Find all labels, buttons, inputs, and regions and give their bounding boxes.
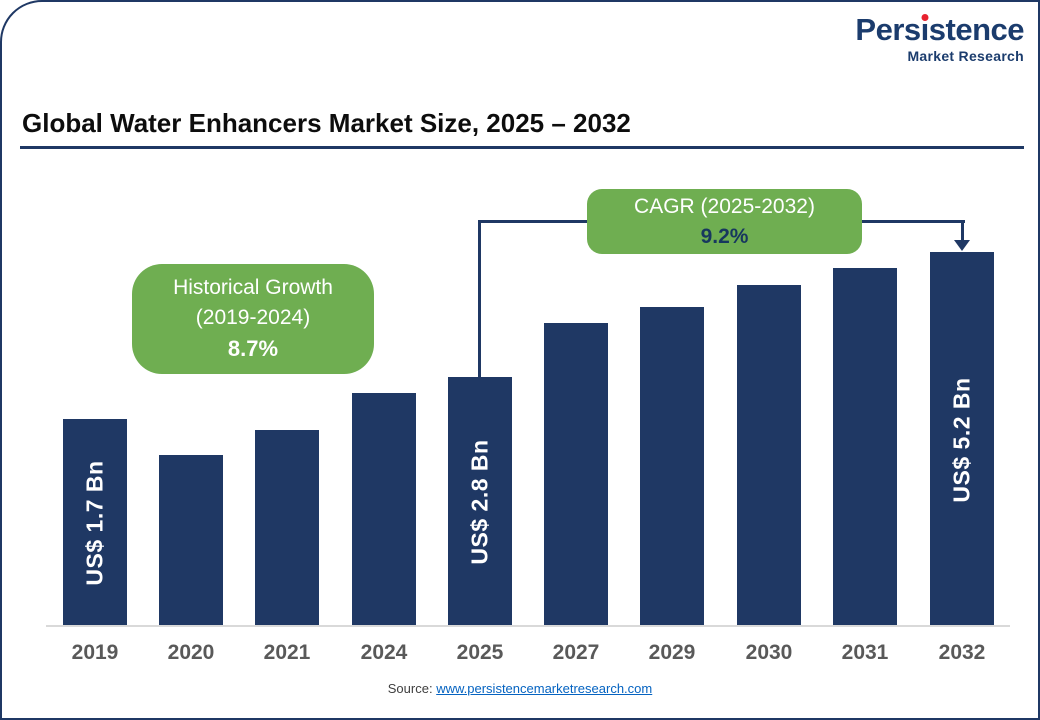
source-label: Source: (387, 681, 433, 696)
historical-growth-line2: (2019-2024) (195, 306, 311, 330)
bar-2027 (544, 323, 608, 627)
bar-2025: US$ 2.8 Bn (448, 377, 512, 627)
x-axis-label-2020: 2020 (167, 641, 215, 664)
logo-brand-left: Pers (855, 12, 921, 47)
logo-subtitle: Market Research (907, 48, 1024, 64)
x-axis-label-2021: 2021 (263, 641, 311, 664)
title-underline (20, 146, 1024, 149)
cagr-connector-arrowhead-icon (954, 240, 970, 251)
bar-2031 (833, 268, 897, 627)
cagr-connector-left-line (478, 220, 481, 377)
cagr-callout-line1: CAGR (2025-2032) (634, 195, 815, 219)
persistence-market-research-logo: Persıstence Market Research (855, 14, 1024, 63)
bar-2020 (159, 455, 223, 627)
historical-growth-line1: Historical Growth (173, 275, 333, 299)
x-axis-label-2024: 2024 (360, 641, 408, 664)
bar-2029 (640, 307, 704, 627)
historical-growth-value: 8.7% (227, 336, 279, 362)
bar-value-label-2025: US$ 2.8 Bn (466, 439, 493, 565)
bar-2019: US$ 1.7 Bn (63, 419, 127, 627)
page-title: Global Water Enhancers Market Size, 2025… (22, 108, 631, 138)
x-axis-baseline (46, 625, 1010, 627)
bar-2030 (737, 285, 801, 627)
x-axis-label-2027: 2027 (552, 641, 600, 664)
x-axis-label-2025: 2025 (456, 641, 504, 664)
logo-red-dot-i: ı (920, 12, 930, 47)
bar-value-label-2019: US$ 1.7 Bn (81, 460, 108, 586)
source-line: Source: www.persistencemarketresearch.co… (2, 681, 1038, 696)
x-axis-label-2029: 2029 (648, 641, 696, 664)
bar-2021 (255, 430, 319, 627)
x-axis-label-2030: 2030 (745, 641, 793, 664)
x-axis-label-2032: 2032 (938, 641, 986, 664)
x-axis-label-2031: 2031 (841, 641, 889, 664)
logo-brand-text: Persıstence (855, 14, 1024, 45)
bar-value-label-2032: US$ 5.2 Bn (948, 376, 975, 503)
x-axis-label-2019: 2019 (71, 641, 119, 664)
cagr-connector-right-line (961, 220, 964, 242)
bar-2024 (352, 393, 416, 627)
cagr-callout-value: 9.2% (700, 224, 749, 248)
cagr-callout: CAGR (2025-2032) 9.2% (587, 189, 862, 254)
bar-2032: US$ 5.2 Bn (930, 252, 994, 627)
logo-brand-right: stence (928, 12, 1025, 47)
source-link[interactable]: www.persistencemarketresearch.com (436, 681, 653, 696)
historical-growth-callout: Historical Growth (2019-2024) 8.7% (132, 264, 374, 374)
